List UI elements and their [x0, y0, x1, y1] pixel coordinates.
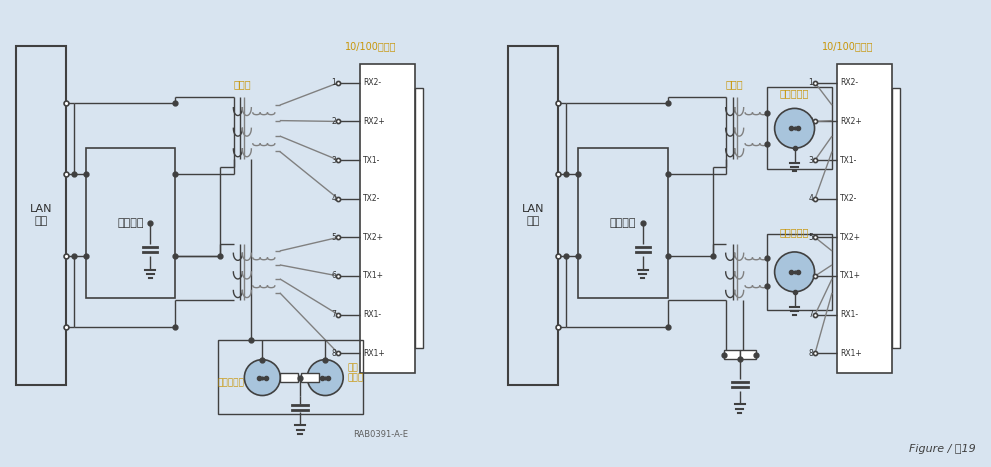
Text: TX1+: TX1+ [840, 271, 861, 281]
Bar [767, 234, 832, 310]
Text: RX1-: RX1- [363, 310, 382, 319]
Circle shape [775, 108, 815, 148]
Text: 1: 1 [331, 78, 336, 87]
Text: 气体放电管: 气体放电管 [217, 378, 244, 387]
Text: 气体放电管: 气体放电管 [780, 88, 810, 99]
Text: 2: 2 [331, 117, 336, 126]
Circle shape [775, 252, 815, 292]
Bar [280, 373, 298, 382]
Bar [301, 373, 319, 382]
Text: RX1+: RX1+ [840, 349, 862, 358]
Text: 二次保护: 二次保护 [609, 218, 636, 228]
Bar [578, 148, 668, 298]
Text: RX2+: RX2+ [840, 117, 862, 126]
Text: 1: 1 [809, 78, 813, 87]
Text: 7: 7 [331, 310, 336, 319]
Text: LAN
芯片: LAN 芯片 [30, 204, 52, 226]
Text: 7: 7 [809, 310, 813, 319]
Text: 8: 8 [331, 349, 336, 358]
Bar [508, 46, 558, 384]
Circle shape [307, 360, 343, 396]
Text: 3: 3 [331, 156, 336, 164]
Bar [85, 148, 175, 298]
Text: 10/100以太网: 10/100以太网 [346, 42, 397, 51]
Bar [723, 350, 739, 359]
Text: 6: 6 [331, 271, 336, 281]
Text: 5: 5 [331, 233, 336, 242]
Bar [892, 88, 900, 348]
Text: 3: 3 [809, 156, 813, 164]
Text: RX1-: RX1- [840, 310, 858, 319]
Text: TX2-: TX2- [363, 194, 381, 203]
Text: 气体
放电管: 气体 放电管 [347, 363, 364, 382]
Text: 二次保护: 二次保护 [117, 218, 144, 228]
Text: RX2-: RX2- [840, 78, 858, 87]
Text: 10/100以太网: 10/100以太网 [823, 42, 874, 51]
Text: 气体放电管: 气体放电管 [780, 227, 810, 237]
Text: RAB0391-A-E: RAB0391-A-E [353, 430, 407, 439]
Text: TX2-: TX2- [840, 194, 857, 203]
Text: 4: 4 [809, 194, 813, 203]
Text: RX2+: RX2+ [363, 117, 385, 126]
Text: 变压器: 变压器 [234, 79, 251, 89]
Bar [739, 350, 755, 359]
Text: 2: 2 [809, 117, 813, 126]
Text: 8: 8 [809, 349, 813, 358]
Text: TX1-: TX1- [840, 156, 857, 164]
Text: TX2+: TX2+ [840, 233, 861, 242]
Bar [415, 88, 423, 348]
Bar [218, 340, 363, 414]
Text: LAN
芯片: LAN 芯片 [521, 204, 544, 226]
Text: TX1+: TX1+ [363, 271, 385, 281]
Text: TX2+: TX2+ [363, 233, 385, 242]
Bar [767, 87, 832, 169]
Text: 变压器: 变压器 [725, 79, 743, 89]
Text: TX1-: TX1- [363, 156, 381, 164]
Text: 5: 5 [809, 233, 813, 242]
Text: Figure / 图19: Figure / 图19 [909, 444, 975, 454]
Text: RX1+: RX1+ [363, 349, 385, 358]
Text: RX2-: RX2- [363, 78, 382, 87]
Bar [360, 64, 415, 373]
Text: 4: 4 [331, 194, 336, 203]
Bar [16, 46, 65, 384]
Text: 6: 6 [809, 271, 813, 281]
Circle shape [245, 360, 280, 396]
Bar [837, 64, 892, 373]
